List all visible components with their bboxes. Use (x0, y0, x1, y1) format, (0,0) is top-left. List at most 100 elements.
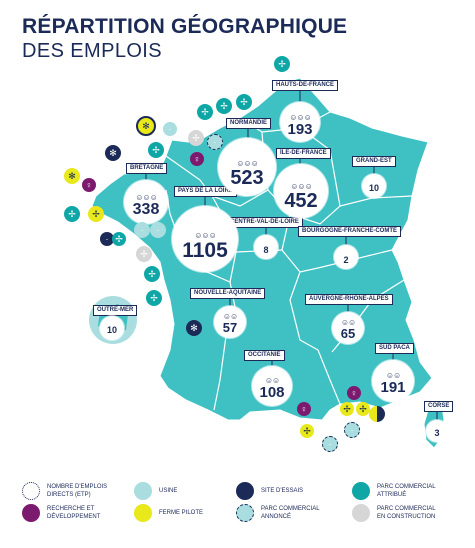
people-icon: ☺☺☺ (290, 182, 312, 191)
value-centre-val-de-loire: 8 (263, 245, 269, 255)
legend-item-parc-annonce: PARC COMMERCIAL ANNONCÉ (236, 504, 331, 522)
legend-label: RECHERCHE ET DÉVELOPPEMENT (47, 506, 101, 520)
region-label-ile-de-france: ÎLE-DE-FRANCE (276, 148, 331, 159)
bubble-hauts-de-france: ☺☺☺ 193 (280, 102, 320, 142)
value-occitanie: 108 (259, 384, 285, 401)
region-label-corse: CORSE (424, 401, 454, 412)
region-label-outre-mer: OUTRE-MER (93, 305, 138, 316)
lightbulb-icon: ♀ (297, 402, 311, 416)
bubble-grand-est: 10 (362, 174, 386, 198)
test-site-icon (236, 482, 254, 500)
legend-label: PARC COMMERCIAL ANNONCÉ (261, 506, 320, 520)
legend-label: USINE (159, 488, 178, 494)
legend-label: FERME PILOTE (159, 510, 204, 516)
factory-icon (134, 482, 152, 500)
region-label-bourgogne-franche-comte: BOURGOGNE-FRANCHE-COMTÉ (298, 226, 401, 237)
factory-icon: · (134, 222, 150, 238)
people-icon: ☺☺☺ (194, 231, 216, 240)
legend-item-employees: NOMBRE D'EMPLOIS DIRECTS (ETP) (22, 482, 117, 500)
pilot-farm-icon (134, 504, 152, 522)
region-label-auvergne-rhone-alpes: AUVERGNE-RHÔNE-ALPES (305, 294, 393, 305)
factory-icon: · (150, 222, 166, 238)
legend-item-site-essais: SITE D'ESSAIS (236, 482, 331, 500)
bubble-nouvelle-aquitaine: ☺☺ 57 (214, 306, 246, 338)
people-icon: ☺☺ (264, 376, 280, 385)
bubble-occitanie: ☺☺ 108 (252, 366, 292, 406)
people-icon: ☺☺ (222, 312, 238, 321)
legend: NOMBRE D'EMPLOIS DIRECTS (ETP) USINE SIT… (0, 478, 475, 548)
region-label-bretagne: BRETAGNE (126, 163, 168, 174)
pilot-farm-icon: ✢ (300, 424, 314, 438)
region-label-occitanie: OCCITANIE (244, 350, 285, 361)
announced-park-icon: · (207, 134, 223, 150)
value-normandie: 523 (230, 167, 264, 189)
wind-turbine-icon: ✢ (64, 206, 80, 222)
people-icon: ☺☺ (385, 371, 401, 380)
legend-item-usine: USINE (134, 482, 229, 500)
people-icon: ☺☺☺ (135, 193, 157, 202)
title-line-1: RÉPARTITION GÉOGRAPHIQUE (22, 15, 348, 38)
pilot-farm-icon (369, 406, 385, 422)
region-label-nouvelle-aquitaine: NOUVELLE-AQUITAINE (190, 288, 266, 299)
legend-item-ferme-pilote: FERME PILOTE (134, 504, 229, 522)
lightbulb-icon (22, 504, 40, 522)
bubble-bourgogne-franche-comte: 2 (334, 245, 358, 269)
bubble-centre-val-de-loire: 8 (254, 235, 278, 259)
test-site-icon: ✻ (105, 145, 121, 161)
wind-turbine-icon: ✢ (216, 98, 232, 114)
value-auvergne-rhone-alpes: 65 (340, 326, 356, 341)
legend-label: PARC COMMERCIAL EN CONSTRUCTION (377, 506, 436, 520)
wind-turbine-icon: ✢ (148, 142, 164, 158)
wind-turbine-icon: ✢ (112, 232, 126, 246)
bubble-bretagne: ☺☺☺ 338 (124, 180, 168, 224)
people-icon: ☺☺☺ (236, 159, 258, 168)
lightbulb-icon: ♀ (82, 178, 96, 192)
legend-item-recherche: RECHERCHE ET DÉVELOPPEMENT (22, 504, 117, 522)
legend-label: NOMBRE D'EMPLOIS DIRECTS (ETP) (47, 484, 108, 498)
region-label-hauts-de-france: HAUTS-DE-FRANCE (272, 80, 338, 91)
factory-icon: · (163, 122, 177, 136)
bubble-auvergne-rhone-alpes: ☺☺ 65 (332, 312, 364, 344)
announced-park-icon (236, 504, 254, 522)
value-outre-mer: 10 (106, 325, 117, 335)
value-pays-de-la-loire: 1105 (182, 239, 228, 262)
pilot-farm-icon: ✢ (356, 402, 370, 416)
construction-park-icon: ✢ (188, 130, 204, 146)
lightbulb-icon: ♀ (190, 152, 204, 166)
people-icon: ☺☺☺ (289, 113, 311, 122)
pilot-farm-icon: ✢ (88, 206, 104, 222)
legend-label: PARC COMMERCIAL ATTRIBUÉ (377, 484, 436, 498)
pilot-farm-icon: ✻ (64, 168, 80, 184)
announced-park-icon: · (344, 422, 360, 438)
announced-park-icon: · (322, 436, 338, 452)
pilot-farm-icon: ✻ (136, 116, 156, 136)
wind-turbine-icon: ✢ (197, 104, 213, 120)
map-title: RÉPARTITION GÉOGRAPHIQUE DES EMPLOIS (22, 14, 347, 63)
region-label-sud-paca: SUD PACA (375, 343, 414, 354)
people-icon (22, 482, 40, 500)
construction-park-icon: ✢ (136, 246, 152, 262)
bubble-sud-paca: ☺☺ 191 (372, 360, 414, 402)
value-sud-paca: 191 (380, 379, 406, 396)
wind-turbine-icon: ✢ (274, 56, 290, 72)
region-label-grand-est: GRAND-EST (352, 156, 396, 167)
bubble-outre-mer: 10 (100, 316, 124, 340)
title-line-2: DES EMPLOIS (22, 40, 162, 62)
legend-item-parc-construction: PARC COMMERCIAL EN CONSTRUCTION (352, 504, 447, 522)
value-hauts-de-france: 193 (287, 121, 313, 138)
legend-item-parc-attribue: PARC COMMERCIAL ATTRIBUÉ (352, 482, 447, 500)
legend-label: SITE D'ESSAIS (261, 488, 304, 494)
bubble-ile-de-france: ☺☺☺ 452 (274, 164, 328, 218)
people-icon: ☺☺ (340, 318, 356, 327)
region-label-normandie: NORMANDIE (226, 118, 271, 129)
region-label-centre-val-de-loire: CENTRE-VAL-DE-LOIRE (226, 217, 303, 228)
bubble-normandie: ☺☺☺ 523 (218, 138, 276, 196)
test-site-icon: · (100, 232, 114, 246)
wind-turbine-icon: ✢ (146, 290, 162, 306)
bubble-corse: 3 (426, 420, 448, 442)
value-ile-de-france: 452 (284, 190, 318, 212)
construction-park-icon (352, 504, 370, 522)
pilot-farm-icon: ✢ (340, 402, 354, 416)
wind-turbine-icon: ✢ (144, 266, 160, 282)
value-bourgogne-franche-comte: 2 (343, 255, 349, 265)
